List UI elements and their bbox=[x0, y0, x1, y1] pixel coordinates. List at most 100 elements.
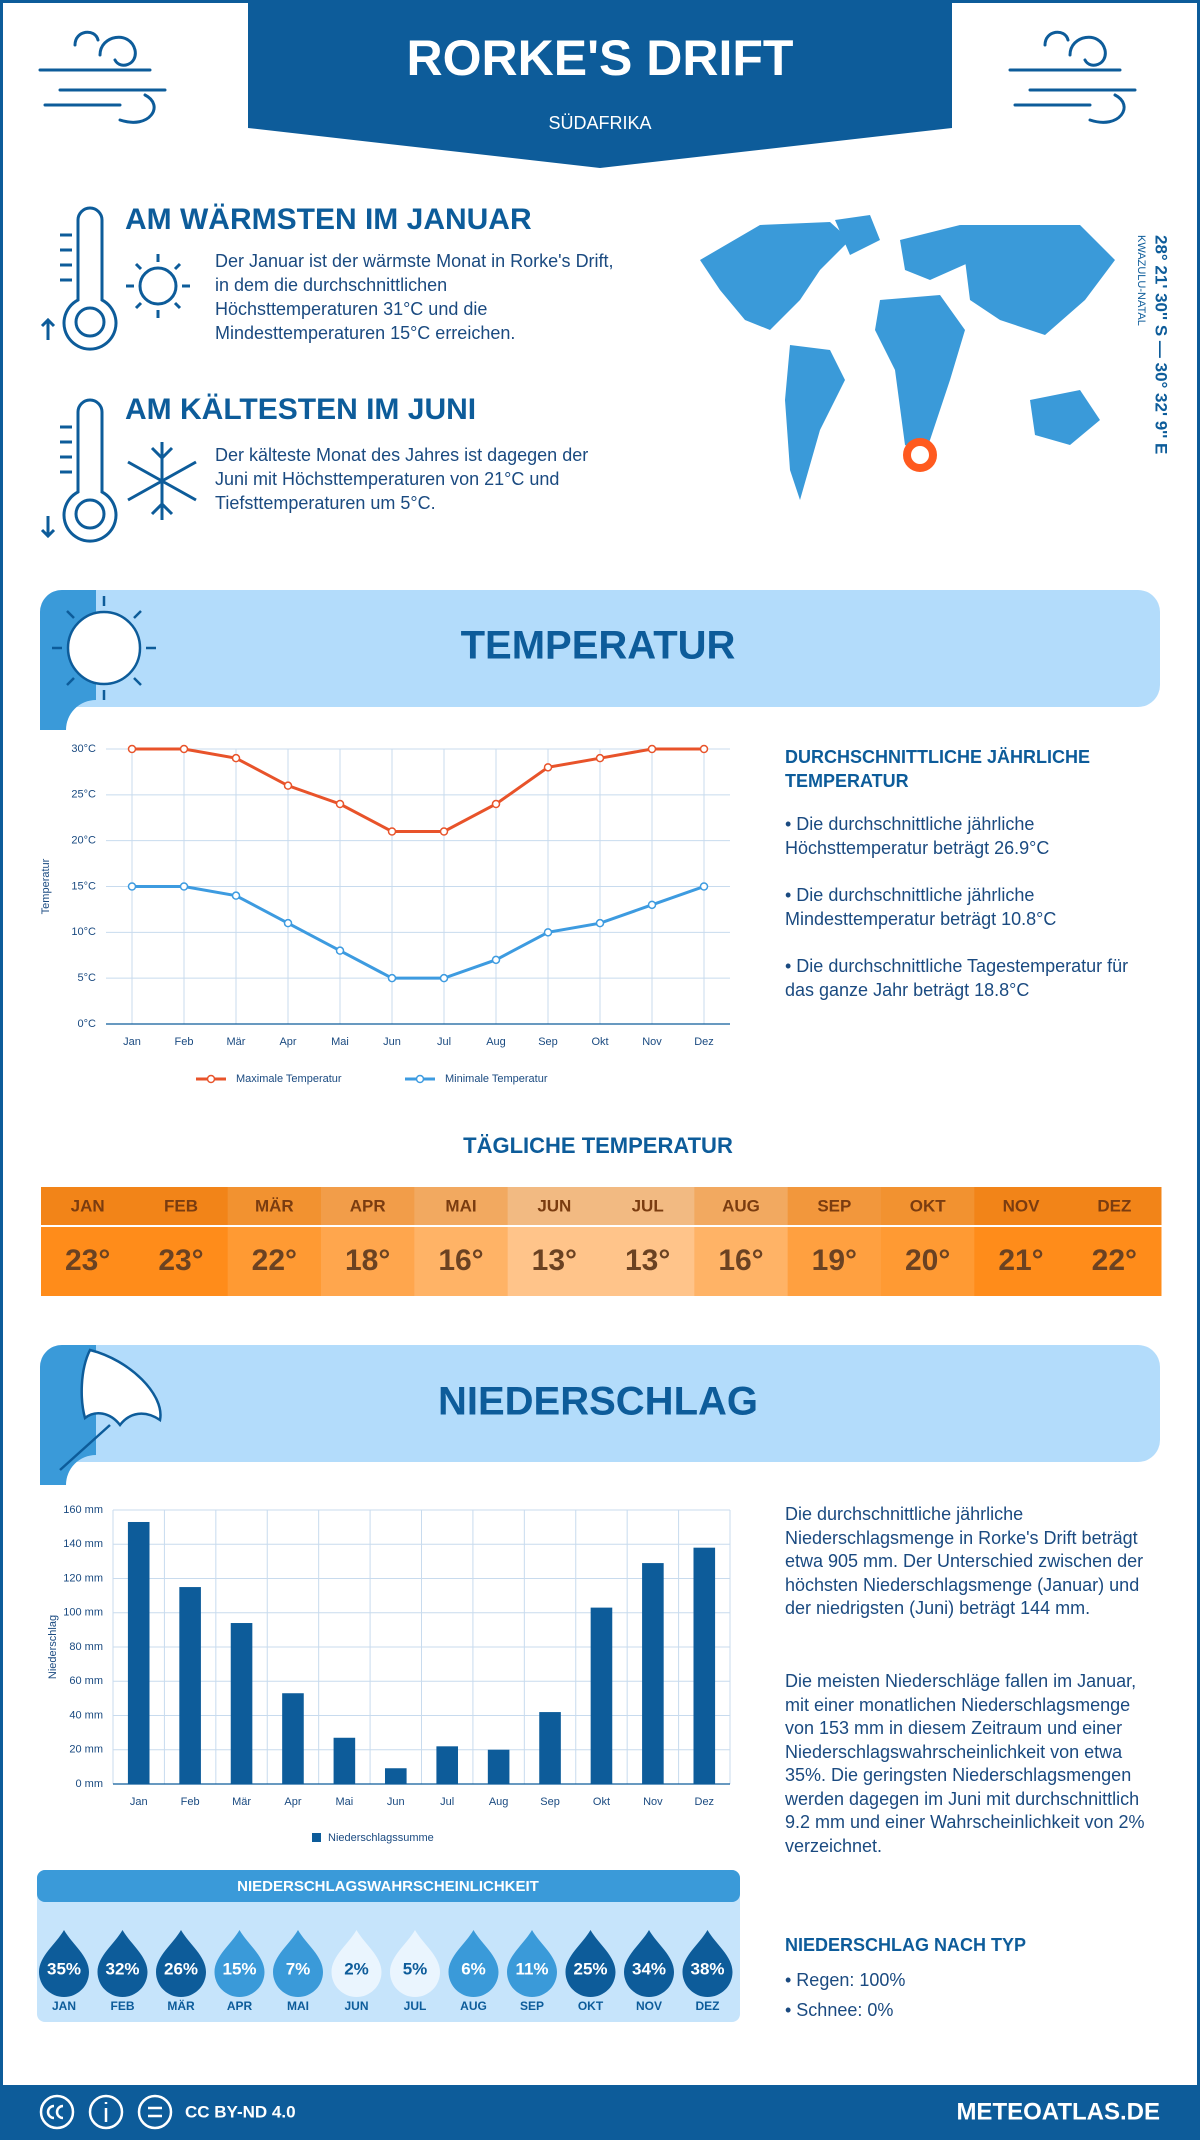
daily-value: 16° bbox=[718, 1244, 763, 1277]
probability-label: 5% bbox=[403, 1959, 428, 1978]
daily-value-cell bbox=[1067, 1227, 1162, 1296]
legend-label: Niederschlagssumme bbox=[328, 1832, 434, 1844]
daily-header-shade bbox=[974, 1187, 1069, 1225]
probability-month: DEZ bbox=[696, 1999, 720, 2013]
x-tick-label: Dez bbox=[694, 1036, 714, 1048]
daily-value-cell bbox=[974, 1227, 1069, 1296]
precipitation-text: Die durchschnittliche jährliche Niedersc… bbox=[785, 1504, 1144, 1618]
temperature-info: • Die durchschnittliche Tagestemperatur … bbox=[785, 956, 1129, 1000]
temperature-info-title: DURCHSCHNITTLICHE JÄHRLICHE TEMPERATUR bbox=[785, 747, 1090, 791]
probability-title: NIEDERSCHLAGSWAHRSCHEINLICHKEIT bbox=[237, 1878, 539, 1895]
precipitation-type: • Schnee: 0% bbox=[785, 2000, 894, 2020]
probability-label: 7% bbox=[286, 1959, 311, 1978]
x-tick-label: Mär bbox=[227, 1036, 246, 1048]
point bbox=[543, 763, 553, 772]
precipitation-banner bbox=[40, 1345, 1160, 1462]
probability-label: 2% bbox=[344, 1959, 369, 1978]
y-tick-label: 5°C bbox=[78, 972, 97, 984]
probability-label: 35% bbox=[47, 1959, 81, 1978]
umbrella-icon bbox=[59, 1348, 162, 1471]
footer bbox=[0, 2085, 1200, 2140]
daily-value-cell bbox=[787, 1227, 882, 1296]
daily-month: DEZ bbox=[1097, 1196, 1131, 1215]
daily-header-cell bbox=[694, 1187, 789, 1225]
daily-value: 13° bbox=[625, 1244, 670, 1277]
daily-value: 16° bbox=[438, 1244, 483, 1277]
daily-header-shade bbox=[881, 1187, 975, 1225]
location-marker bbox=[903, 438, 937, 472]
probability-drop bbox=[39, 1930, 89, 1997]
probability-drop bbox=[448, 1930, 499, 1997]
license-icons bbox=[39, 2094, 173, 2130]
bar bbox=[642, 1563, 664, 1784]
legend-marker bbox=[206, 1074, 216, 1084]
y-axis-label: Temperatur bbox=[40, 858, 52, 914]
point bbox=[699, 882, 709, 891]
daily-value: 20° bbox=[905, 1244, 950, 1277]
probability-drop bbox=[331, 1930, 382, 1997]
y-tick-label: 80 mm bbox=[69, 1641, 103, 1653]
daily-value-cell bbox=[414, 1227, 509, 1296]
bar bbox=[282, 1693, 304, 1784]
temperature-info: • Die durchschnittliche jährliche Höchst… bbox=[785, 814, 1050, 858]
temperature-banner bbox=[40, 590, 1160, 707]
daily-value-cell bbox=[227, 1227, 322, 1296]
probability-label: 32% bbox=[105, 1959, 139, 1978]
point bbox=[179, 882, 189, 891]
x-tick-label: Apr bbox=[279, 1036, 296, 1048]
daily-month: OKT bbox=[910, 1196, 947, 1215]
daily-header-shade bbox=[507, 1187, 602, 1225]
y-tick-label: 120 mm bbox=[63, 1572, 103, 1584]
daily-month: SEP bbox=[817, 1196, 851, 1215]
daily-value: 13° bbox=[532, 1244, 577, 1277]
daily-value-cell bbox=[321, 1227, 415, 1296]
daily-header-shade bbox=[134, 1187, 229, 1225]
daily-value: 19° bbox=[812, 1244, 857, 1277]
daily-month: MAI bbox=[445, 1196, 476, 1215]
point bbox=[491, 799, 501, 809]
x-tick-label: Okt bbox=[593, 1796, 610, 1808]
x-tick-label: Feb bbox=[181, 1796, 200, 1808]
point bbox=[595, 918, 605, 928]
precipitation-type: • Regen: 100% bbox=[785, 1970, 906, 1990]
point bbox=[439, 973, 449, 983]
probability-label: 25% bbox=[573, 1959, 607, 1978]
point bbox=[127, 882, 137, 891]
license: CC BY-ND 4.0 bbox=[185, 2102, 296, 2121]
subtitle: SÜDAFRIKA bbox=[548, 113, 651, 133]
bar bbox=[590, 1607, 613, 1784]
line bbox=[132, 747, 704, 833]
point bbox=[335, 799, 345, 809]
point bbox=[647, 900, 657, 910]
bar bbox=[179, 1587, 201, 1784]
point bbox=[231, 753, 241, 763]
header-banner bbox=[248, 0, 952, 168]
probability-drop bbox=[156, 1930, 206, 1997]
probability-month: MAI bbox=[287, 1999, 309, 2013]
warmest-text: Der Januar ist der wärmste Monat in Rork… bbox=[215, 251, 614, 343]
y-tick-label: 20 mm bbox=[69, 1744, 103, 1756]
daily-header-cell bbox=[321, 1187, 415, 1225]
region: KWAZULU-NATAL bbox=[1135, 235, 1147, 326]
bar bbox=[436, 1746, 459, 1784]
bar bbox=[487, 1749, 510, 1784]
precipitation-title: NIEDERSCHLAG bbox=[438, 1380, 758, 1424]
y-tick-label: 100 mm bbox=[63, 1607, 103, 1619]
precipitation-text: Die meisten Niederschläge fallen im Janu… bbox=[785, 1671, 1145, 1856]
daily-header-shade bbox=[1067, 1187, 1162, 1225]
point bbox=[543, 928, 553, 937]
point bbox=[335, 946, 345, 955]
point bbox=[595, 753, 605, 763]
daily-header-cell bbox=[134, 1187, 229, 1225]
probability-drop bbox=[565, 1930, 616, 1997]
probability-drop bbox=[682, 1930, 733, 1997]
y-tick-label: 0 mm bbox=[76, 1778, 104, 1790]
probability-header bbox=[37, 1870, 740, 1902]
daily-value: 22° bbox=[252, 1244, 297, 1277]
x-tick-label: Aug bbox=[489, 1796, 509, 1808]
x-tick-label: Mai bbox=[336, 1796, 354, 1808]
line bbox=[132, 885, 705, 980]
daily-header-shade bbox=[601, 1187, 695, 1225]
